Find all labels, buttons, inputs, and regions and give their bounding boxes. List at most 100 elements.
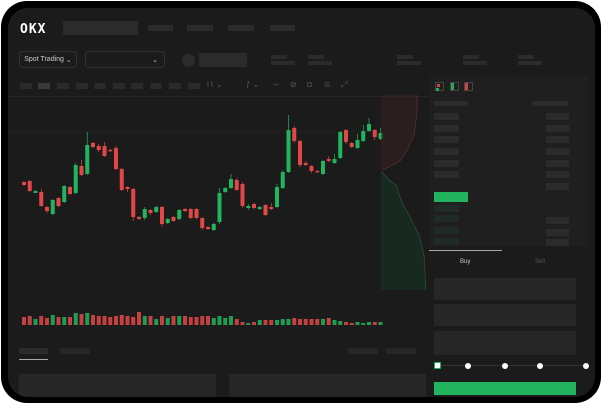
ask-amount: [546, 148, 569, 155]
tab-order-history[interactable]: [60, 348, 90, 354]
search-bar[interactable]: [63, 21, 138, 35]
active-tab-underline: [19, 359, 48, 360]
draw-tool-icon[interactable]: ⊘: [290, 80, 297, 89]
volume-bar: [188, 317, 193, 325]
volume-bar: [96, 316, 101, 325]
nav-item[interactable]: [148, 25, 173, 31]
volume-bar: [200, 316, 205, 325]
candle-body: [22, 182, 26, 185]
ask-amount: [546, 183, 569, 190]
nav-item[interactable]: [228, 25, 254, 31]
camera-icon[interactable]: ◘: [307, 80, 312, 89]
nav-item[interactable]: [187, 25, 213, 31]
timeframe-button[interactable]: [20, 83, 32, 89]
candle-body: [332, 159, 337, 163]
ask-price: [434, 171, 459, 178]
bid-amount: [546, 239, 569, 246]
volume-bar: [177, 316, 182, 325]
market-type-select[interactable]: Spot Trading ⌄: [19, 51, 77, 68]
divider: [8, 96, 428, 97]
candle-body: [206, 227, 210, 229]
volume-bar: [344, 322, 348, 325]
volume-bar: [234, 319, 239, 325]
volume-bar: [349, 323, 354, 325]
amount-input[interactable]: [434, 304, 576, 326]
timeframe-button[interactable]: [76, 83, 88, 89]
timeframe-button[interactable]: [131, 83, 143, 89]
candle-body: [165, 219, 170, 223]
volume-bar: [206, 316, 210, 325]
volume-bar: [183, 316, 187, 325]
fullscreen-icon[interactable]: ⤢: [341, 80, 348, 89]
volume-bar: [280, 319, 285, 325]
stat-label: [308, 55, 324, 59]
filter-button[interactable]: [348, 348, 378, 354]
candle-body: [378, 133, 383, 139]
nav-item[interactable]: [270, 25, 295, 31]
candle-body: [68, 187, 72, 194]
orderbook-header-amount: [532, 101, 568, 106]
ask-price: [434, 113, 459, 120]
chevron-down-icon: ⌄: [152, 56, 158, 64]
slider-step[interactable]: [465, 363, 471, 369]
candle-body: [269, 207, 274, 209]
bid-depth-line: [381, 170, 426, 290]
tab-open-orders[interactable]: [19, 348, 48, 354]
price-input[interactable]: [434, 278, 576, 300]
candlestick-chart[interactable]: [8, 8, 428, 338]
bid-price: [434, 215, 459, 222]
total-input[interactable]: [434, 331, 576, 355]
timeframe-button[interactable]: [169, 83, 181, 89]
candle-body: [27, 181, 32, 191]
volume-bar: [372, 322, 377, 325]
candle-body: [73, 165, 78, 193]
indicator-icon[interactable]: ƒ ⌄: [246, 80, 260, 89]
tab-buy[interactable]: Buy: [460, 259, 471, 265]
ask-price: [434, 160, 459, 167]
volume-bar: [39, 316, 44, 325]
timeframe-button[interactable]: [188, 83, 200, 89]
timeframe-button[interactable]: [94, 83, 106, 89]
slider-handle[interactable]: [434, 362, 441, 369]
slider-step[interactable]: [502, 363, 508, 369]
orderbook-both-icon[interactable]: [435, 82, 444, 91]
tab-sell[interactable]: Sell: [535, 259, 546, 265]
line-tool-icon[interactable]: ∼: [273, 80, 280, 89]
candle-body: [298, 141, 302, 165]
pair-select[interactable]: ⌄: [85, 51, 165, 68]
candle-type-icon[interactable]: ⌇⌇ ⌄: [206, 80, 223, 89]
slider-step[interactable]: [583, 363, 589, 369]
volume-bar: [160, 316, 164, 325]
candle-body: [39, 192, 44, 206]
leverage-slider-track[interactable]: [438, 365, 588, 366]
timeframe-button[interactable]: [113, 83, 125, 89]
bid-amount: [546, 229, 569, 236]
bid-price: [434, 227, 459, 234]
candle-body: [171, 217, 176, 221]
depth-chart: [381, 95, 426, 290]
volume-bar: [119, 315, 124, 325]
volume-bar: [68, 317, 72, 325]
volume-bar: [275, 320, 279, 325]
candle-body: [50, 200, 55, 214]
buy-button[interactable]: [434, 382, 576, 395]
stat-value: [518, 61, 542, 65]
candle-body: [119, 169, 124, 190]
slider-step[interactable]: [537, 363, 543, 369]
ask-depth-line: [382, 95, 418, 171]
timeframe-button[interactable]: [150, 83, 162, 89]
timeframe-button[interactable]: [57, 83, 69, 89]
orderbook-bids-icon[interactable]: [450, 82, 459, 91]
filter-button[interactable]: [386, 348, 416, 354]
volume-bar: [73, 313, 78, 325]
volume-bar: [131, 317, 136, 325]
candle-body: [56, 198, 61, 206]
bid-amount: [546, 217, 569, 224]
candle-body: [45, 207, 49, 211]
volume-bar: [85, 313, 90, 325]
candle-body: [361, 131, 366, 141]
settings-icon[interactable]: ⊙: [324, 80, 331, 89]
volume-bar: [367, 322, 371, 325]
orderbook-asks-icon[interactable]: [464, 82, 473, 91]
timeframe-button[interactable]: [38, 83, 50, 89]
